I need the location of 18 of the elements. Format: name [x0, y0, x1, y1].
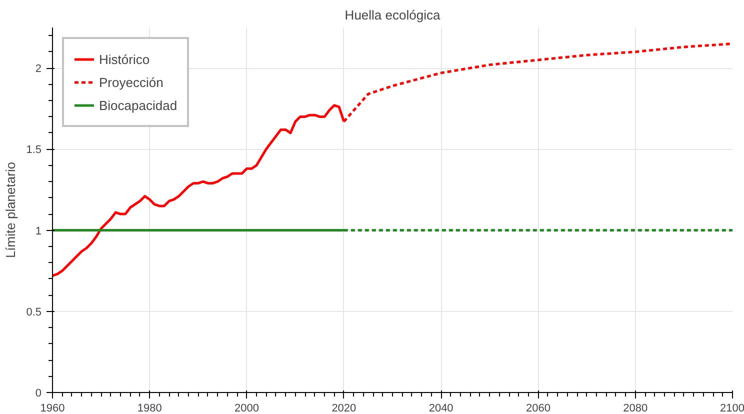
y-tick-label: 2 — [35, 63, 42, 76]
x-tick-label: 2020 — [332, 402, 356, 414]
y-tick-label: 1.5 — [26, 144, 42, 156]
x-tick-label: 1960 — [40, 402, 65, 414]
x-tick-label: 2040 — [428, 402, 454, 414]
x-tick-label: 2000 — [234, 402, 260, 414]
x-tick-label: 2060 — [526, 402, 550, 414]
chart-title: Huella ecológica — [344, 8, 441, 22]
y-axis-title: Límite planetario — [3, 162, 18, 258]
legend-label: Proyección — [99, 74, 164, 90]
y-tick-label: 0.5 — [26, 306, 42, 318]
y-tick-label: 1 — [35, 225, 42, 238]
legend-label: Histórico — [99, 52, 150, 66]
legend-label: Biocapacidad — [99, 98, 178, 112]
x-tick-label: 1980 — [137, 402, 162, 414]
y-tick-label: 0 — [35, 388, 42, 400]
x-tick-label: 2100 — [720, 402, 744, 414]
x-tick-label: 2080 — [623, 402, 648, 414]
